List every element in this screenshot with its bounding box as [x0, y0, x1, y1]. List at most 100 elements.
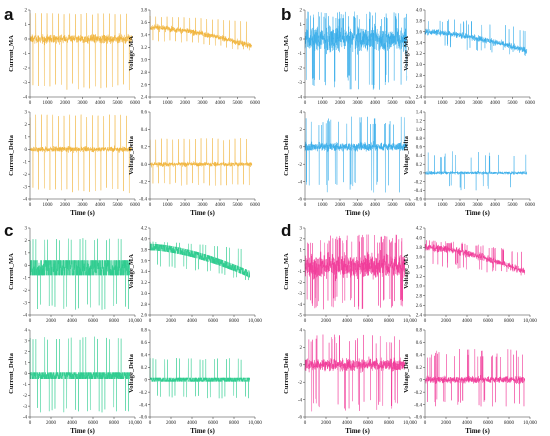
x-tick-label: 2000 — [46, 421, 57, 426]
x-tick-label: 5000 — [388, 203, 399, 208]
x-tick-label: 1000 — [438, 203, 449, 208]
panel-d: d0 2000 4000 6000 8000 10,000-5-4-3-2-10123Cu… — [281, 221, 537, 435]
x-tick-label: 1000 — [318, 203, 329, 208]
series-line — [424, 19, 528, 57]
y-tick-label: 0.4 — [141, 354, 148, 359]
y-axis-label: Current_Delta — [8, 352, 15, 393]
x-tick-label: 2000 — [455, 101, 466, 106]
y-tick-label: 3.0 — [141, 292, 148, 297]
y-tick-label: -3 — [23, 81, 28, 86]
subplot-current-delta: 0 2000 4000 6000 8000 10,000 -6 -4 -2 0 2 4 Current_… — [283, 329, 417, 435]
x-axis-label: Time (s) — [70, 209, 95, 217]
y-tick-label: 4 — [300, 329, 303, 334]
series-line — [29, 336, 130, 413]
subplot-current-ma: 0 1000 2000 3000 4000 5000 6000 -4 -3 -2 -1 0 1 2 Curr… — [8, 9, 141, 106]
x-tick-label: 10,000 — [248, 421, 262, 426]
series-line — [304, 334, 405, 412]
x-tick-label: 0 — [304, 421, 307, 426]
x-tick-label: 8000 — [229, 319, 240, 324]
subplot-voltage-delta: 0 2000 4000 6000 8000 10,000-0.6-0.4-0.200.20… — [128, 329, 262, 435]
x-tick-label: 0 — [424, 421, 427, 426]
subplot-voltage-delta: 0 1000 2000 3000 4000 5000 6000-0.4-0.20.00.20… — [128, 111, 261, 217]
y-tick-label: -2 — [23, 173, 28, 178]
y-tick-label: -0.4 — [139, 198, 147, 203]
y-tick-label: 0 — [25, 148, 28, 153]
x-tick-label: 1000 — [318, 101, 329, 106]
x-tick-label: 2000 — [441, 421, 452, 426]
series-line — [29, 114, 133, 194]
y-tick-label: 3.4 — [416, 41, 423, 46]
x-tick-label: 5000 — [508, 203, 519, 208]
series-line — [424, 348, 525, 407]
x-tick-label: 8000 — [109, 319, 120, 324]
y-tick-label: 0.6 — [141, 111, 148, 116]
x-tick-label: 2000 — [455, 203, 466, 208]
y-tick-label: -3 — [23, 301, 28, 306]
x-tick-label: 0 — [29, 101, 32, 106]
subplot-voltage-ma: 0 2000 4000 6000 8000 10,0002.42.62.83.03.23.… — [403, 227, 537, 324]
series-line — [304, 11, 408, 90]
y-tick-label: 0 — [25, 372, 28, 377]
x-tick-label: 2000 — [60, 101, 71, 106]
x-tick-label: 4000 — [95, 101, 106, 106]
y-tick-label: -0.2 — [414, 180, 422, 185]
panel-c: c0 2000 4000 6000 8000 10,000-4-3-2-10123Curr… — [4, 221, 262, 435]
x-tick-label: 0 — [424, 203, 427, 208]
x-axis-label: Time (s) — [465, 209, 490, 217]
x-tick-label: 2000 — [180, 101, 191, 106]
x-tick-label: 5000 — [113, 203, 124, 208]
y-tick-label: 3.2 — [141, 46, 148, 51]
x-tick-label: 6000 — [363, 319, 374, 324]
x-tick-label: 10,000 — [403, 319, 417, 324]
x-tick-label: 6000 — [208, 319, 219, 324]
x-tick-label: 0 — [149, 421, 152, 426]
y-tick-label: 4.2 — [416, 227, 423, 232]
y-tick-label: -0.4 — [414, 403, 422, 408]
y-axis-label: Voltage_MA — [128, 254, 135, 289]
y-tick-label: 3.4 — [141, 34, 148, 39]
x-tick-label: 4000 — [215, 203, 226, 208]
x-tick-label: 6000 — [483, 421, 494, 426]
y-tick-label: 2.6 — [416, 85, 423, 90]
y-tick-label: 0 — [420, 172, 423, 177]
x-tick-label: 5000 — [233, 203, 244, 208]
y-tick-label: -3 — [298, 292, 303, 297]
y-tick-label: 3.6 — [141, 21, 148, 26]
y-tick-label: -4 — [23, 314, 28, 319]
y-tick-label: -2 — [23, 394, 28, 399]
y-axis-label: Voltage_MA — [403, 36, 410, 71]
series-line — [29, 237, 130, 310]
y-tick-label: 2.8 — [141, 71, 148, 76]
x-tick-label: 8000 — [109, 421, 120, 426]
y-tick-label: 3.8 — [416, 246, 423, 251]
y-tick-label: 1.2 — [416, 119, 423, 124]
x-tick-label: 6000 — [250, 101, 261, 106]
y-tick-label: -0.6 — [414, 198, 422, 203]
y-tick-label: 3 — [25, 111, 28, 116]
y-axis-label: Voltage_MA — [403, 254, 410, 289]
x-axis-label: Time (s) — [70, 427, 95, 435]
x-tick-label: 10,000 — [128, 421, 142, 426]
y-tick-label: 2.6 — [141, 314, 148, 319]
y-tick-label: -1 — [298, 270, 303, 275]
y-tick-label: 0.2 — [141, 146, 148, 151]
y-tick-label: 3.8 — [141, 248, 148, 253]
subplot-current-delta: 0 1000 2000 3000 4000 5000 6000 -4 -3 -2 -1 0 1 2 3 Cur… — [8, 111, 141, 217]
y-tick-label: 0 — [25, 264, 28, 269]
y-tick-label: 2.4 — [416, 96, 423, 101]
x-tick-label: 3000 — [353, 203, 364, 208]
y-tick-label: 3 — [300, 227, 303, 232]
y-tick-label: -0.4 — [139, 403, 147, 408]
y-tick-label: 2 — [300, 346, 303, 351]
x-tick-label: 0 — [29, 203, 32, 208]
x-tick-label: 2000 — [166, 421, 177, 426]
subplot-voltage-delta: 0 1000 2000 3000 4000 5000 6000-0.6-0.4-0.200.… — [403, 111, 536, 217]
y-tick-label: 1 — [25, 252, 28, 257]
x-tick-label: 2000 — [335, 101, 346, 106]
x-tick-label: 4000 — [95, 203, 106, 208]
x-axis-label: Time (s) — [345, 427, 370, 435]
subplot-current-ma: 0 2000 4000 6000 8000 10,000 -4 -3 -2 -1 0 1 2 3 Curre… — [8, 227, 142, 324]
y-tick-label: 2.8 — [416, 74, 423, 79]
y-tick-label: 3.4 — [141, 270, 148, 275]
y-tick-label: 2 — [25, 9, 28, 14]
